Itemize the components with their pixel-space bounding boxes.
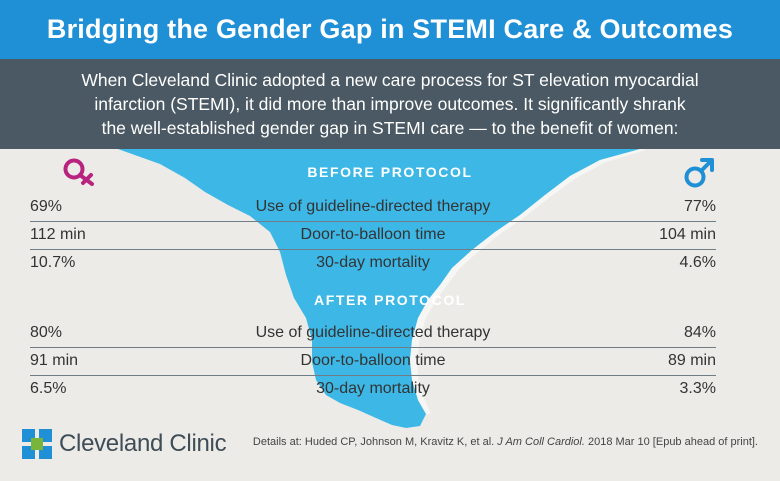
men-value: 77% — [683, 198, 716, 215]
male-symbol-icon — [684, 158, 714, 188]
citation-authors: Details at: Huded CP, Johnson M, Kravitz… — [252, 436, 495, 448]
table-row: 10.7% 30-day mortality 4.6% — [30, 250, 716, 278]
women-value: 10.7% — [30, 254, 76, 271]
row-divider — [30, 347, 716, 348]
men-value: 4.6% — [679, 254, 716, 271]
intro-line: the well-established gender gap in STEMI… — [101, 118, 679, 138]
page-title: Bridging the Gender Gap in STEMI Care & … — [0, 0, 780, 59]
men-value: 104 min — [659, 226, 716, 243]
cleveland-clinic-logo: Cleveland Clinic — [22, 429, 227, 459]
metric-label: Door-to-balloon time — [300, 352, 446, 369]
citation-journal: J Am Coll Cardiol. — [497, 436, 585, 448]
intro-text: When Cleveland Clinic adopted a new care… — [0, 59, 780, 149]
women-value: 112 min — [30, 226, 86, 243]
metric-label: 30-day mortality — [316, 254, 430, 271]
after-protocol-heading: AFTER PROTOCOL — [313, 292, 467, 308]
table-row: 112 min Door-to-balloon time 104 min — [30, 222, 716, 250]
row-divider — [30, 249, 716, 250]
row-divider — [30, 221, 716, 222]
citation-date: 2018 Mar 10 [Epub ahead of print]. — [587, 436, 758, 448]
table-row: 91 min Door-to-balloon time 89 min — [30, 348, 716, 376]
table-row: 80% Use of guideline-directed therapy 84… — [30, 320, 716, 348]
intro-line: When Cleveland Clinic adopted a new care… — [81, 70, 699, 90]
cleveland-clinic-logo-icon — [22, 429, 52, 459]
men-value: 3.3% — [679, 380, 716, 397]
women-value: 69% — [30, 198, 63, 215]
table-row: 6.5% 30-day mortality 3.3% — [30, 376, 716, 404]
men-value: 84% — [683, 324, 716, 341]
metric-label: Use of guideline-directed therapy — [255, 324, 491, 341]
women-value: 91 min — [30, 352, 79, 369]
men-value: 89 min — [667, 352, 716, 369]
women-value: 6.5% — [30, 380, 67, 397]
row-divider — [30, 375, 716, 376]
logo-text: Cleveland Clinic — [59, 430, 227, 457]
metric-label: Door-to-balloon time — [300, 226, 446, 243]
metric-label: 30-day mortality — [316, 380, 430, 397]
female-symbol-icon — [63, 158, 94, 186]
before-protocol-heading: BEFORE PROTOCOL — [307, 164, 473, 180]
table-row: 69% Use of guideline-directed therapy 77… — [30, 194, 716, 222]
metric-label: Use of guideline-directed therapy — [255, 198, 491, 215]
citation: Details at: Huded CP, Johnson M, Kravitz… — [253, 436, 758, 448]
intro-line: infarction (STEMI), it did more than imp… — [94, 94, 686, 114]
women-value: 80% — [30, 324, 63, 341]
